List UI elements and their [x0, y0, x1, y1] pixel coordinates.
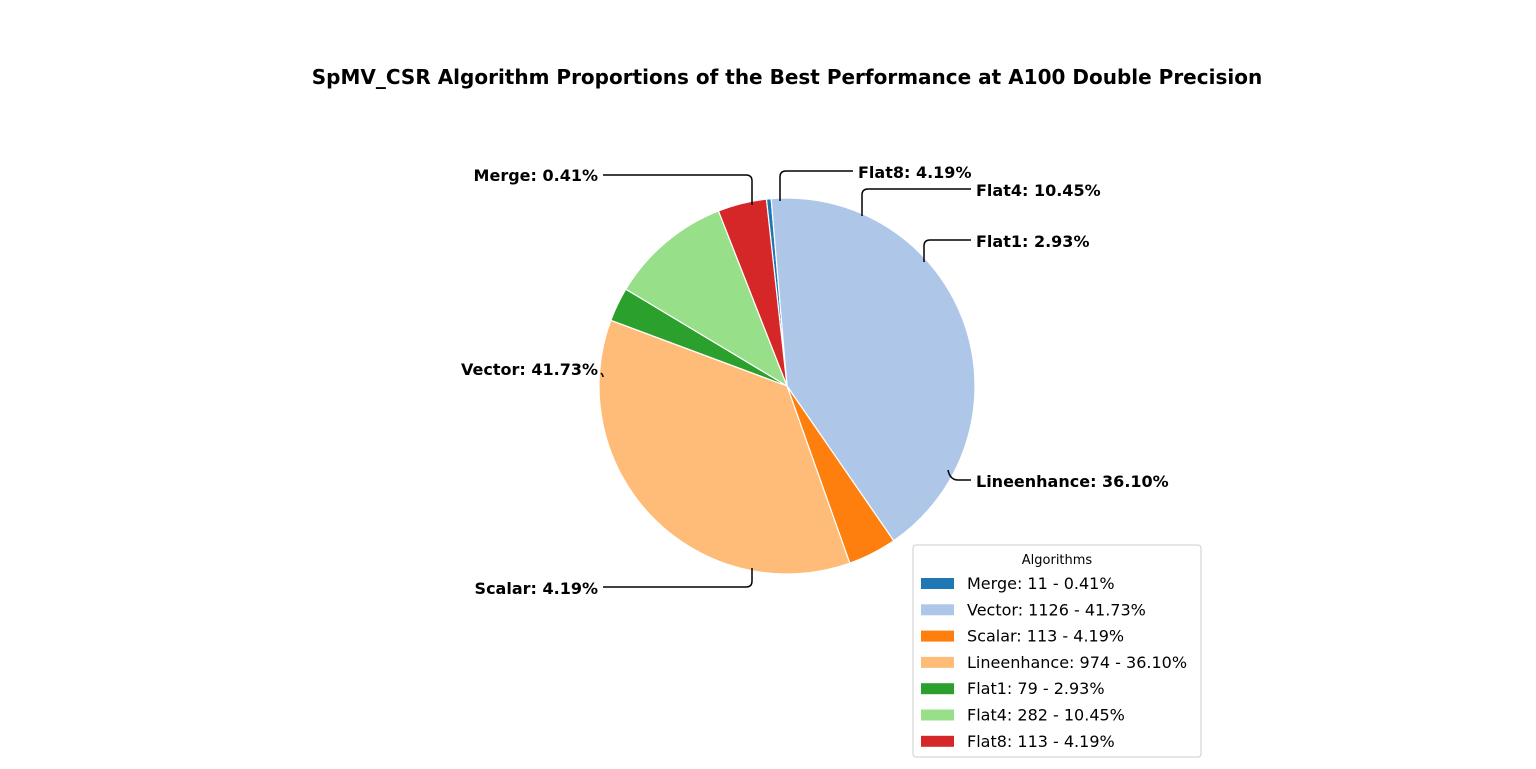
- leader-line-flat1: [923, 239, 971, 262]
- legend-label-flat1: Flat1: 79 - 2.93%: [967, 679, 1105, 698]
- slice-label-flat1: Flat1: 2.93%: [976, 232, 1089, 251]
- chart-title: SpMV_CSR Algorithm Proportions of the Be…: [312, 65, 1262, 89]
- pie-slice-flat4: [625, 210, 789, 388]
- slice-label-scalar: Scalar: 4.19%: [475, 579, 598, 598]
- slice-labels: Merge: 0.41% Vector: 41.73% Scalar: 4.19% L…: [461, 163, 1169, 598]
- slice-label-flat4: Flat4: 10.45%: [976, 181, 1101, 200]
- leader-line-merge: [603, 174, 753, 205]
- legend-swatch-scalar: [921, 630, 954, 642]
- pie-slice-flat8: [717, 198, 788, 387]
- legend-label-scalar: Scalar: 113 - 4.19%: [967, 627, 1124, 646]
- legend-swatch-lineenhance: [921, 656, 954, 668]
- legend-swatch-flat1: [921, 683, 954, 695]
- legend-label-merge: Merge: 11 - 0.41%: [967, 574, 1115, 593]
- legend-swatch-flat4: [921, 709, 954, 721]
- pie-slice-vector: [770, 197, 976, 542]
- legend: Algorithms Merge: 11 - 0.41% Vector: 1126…: [912, 544, 1202, 758]
- slice-label-flat8: Flat8: 4.19%: [858, 163, 971, 182]
- slice-label-merge: Merge: 0.41%: [474, 166, 598, 185]
- legend-frame: [912, 544, 1202, 758]
- pie-slices: [598, 197, 976, 575]
- leader-line-flat8: [779, 170, 853, 201]
- legend-label-flat8: Flat8: 113 - 4.19%: [967, 732, 1115, 751]
- slice-label-lineenhance: Lineenhance: 36.10%: [976, 472, 1169, 491]
- legend-label-lineenhance: Lineenhance: 974 - 36.10%: [967, 653, 1187, 672]
- slice-label-vector: Vector: 41.73%: [461, 360, 598, 379]
- legend-label-vector: Vector: 1126 - 41.73%: [967, 600, 1146, 619]
- legend-swatch-merge: [921, 578, 954, 589]
- pie-slice-lineenhance: [598, 319, 851, 575]
- leader-line-scalar: [603, 568, 753, 588]
- legend-swatch-flat8: [921, 735, 954, 747]
- legend-title: Algorithms: [1022, 553, 1093, 568]
- leader-line-flat4: [861, 188, 971, 216]
- leader-line-lineenhance: [947, 469, 971, 481]
- label-leaders: [600, 170, 971, 588]
- legend-label-flat4: Flat4: 282 - 10.45%: [967, 706, 1125, 725]
- leader-line-vector: [600, 372, 604, 378]
- legend-swatch-vector: [921, 604, 954, 616]
